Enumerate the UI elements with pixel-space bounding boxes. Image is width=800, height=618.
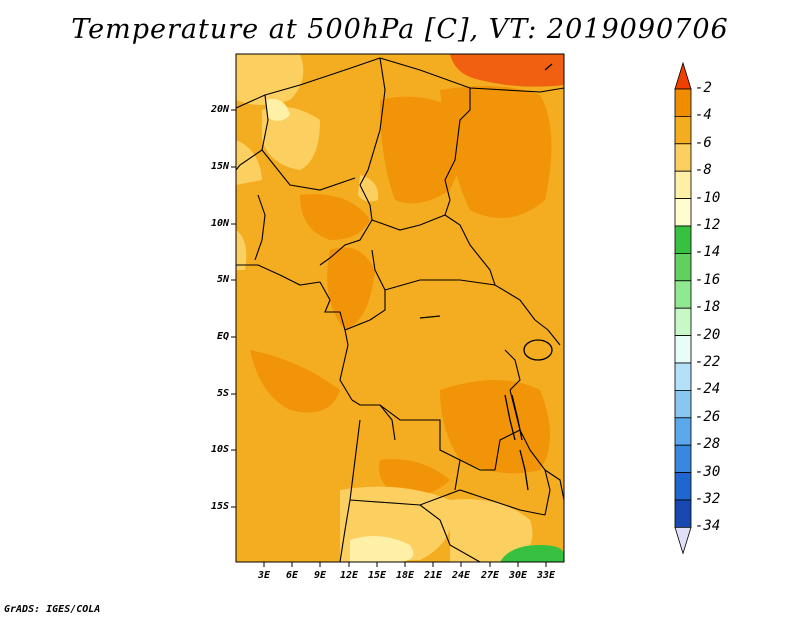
colorbar-segment — [674, 307, 692, 337]
lat-label-20n: 20N — [210, 104, 229, 115]
colorbar-segment — [674, 335, 692, 364]
map-frame — [235, 53, 565, 563]
colorbar-segment — [674, 417, 692, 446]
lat-label-10s: 10S — [210, 444, 229, 455]
colorbar-label: -14 — [695, 244, 721, 261]
colorbar-segment — [674, 143, 692, 172]
colorbar-label: -10 — [695, 189, 721, 206]
lon-label-12e: 12E — [339, 570, 359, 581]
lon-label-21e: 21E — [423, 570, 443, 581]
colorbar-label: -26 — [695, 408, 721, 425]
lat-label-eq: EQ — [216, 331, 229, 342]
lat-label-15s: 15S — [210, 501, 229, 512]
lon-label-30e: 30E — [508, 570, 528, 581]
colorbar-segment — [674, 389, 692, 419]
colorbar-segment — [674, 88, 692, 117]
colorbar-label: -2 — [695, 80, 712, 96]
colorbar-segment — [674, 444, 692, 474]
colorbar-segment — [674, 170, 692, 199]
country-borders — [235, 57, 565, 563]
colorbar-label: -6 — [695, 134, 712, 151]
lon-label-18e: 18E — [395, 570, 415, 581]
lon-ticks — [263, 562, 547, 567]
credit-text: GrADS: IGES/COLA — [4, 604, 101, 615]
chart-title: Temperature at 500hPa [C], VT: 201909070… — [71, 14, 729, 45]
lon-label-27e: 27E — [480, 570, 500, 581]
colorbar-label: -20 — [695, 326, 721, 343]
lat-ticks — [231, 109, 236, 508]
colorbar-label: -28 — [695, 436, 721, 453]
colorbar-segment — [674, 116, 692, 145]
colorbar-label: -18 — [695, 299, 721, 316]
colorbar — [674, 61, 692, 555]
colorbar-segment — [674, 198, 692, 227]
colorbar-bottom-triangle — [674, 527, 692, 555]
colorbar-label: -8 — [695, 162, 712, 179]
lat-label-15n: 15N — [210, 161, 229, 172]
green-patch — [500, 545, 564, 562]
hot-patch — [450, 54, 564, 87]
colorbar-label: -16 — [695, 271, 721, 288]
lat-label-10n: 10N — [210, 218, 229, 229]
colorbar-segment — [674, 499, 692, 528]
colorbar-label: -4 — [695, 107, 712, 124]
colorbar-label: -32 — [695, 491, 721, 507]
lat-label-5s: 5S — [216, 388, 229, 399]
colorbar-label: -30 — [695, 463, 721, 480]
lon-label-33e: 33E — [536, 570, 556, 581]
colorbar-label: -34 — [695, 518, 721, 535]
colorbar-label: -24 — [695, 381, 721, 398]
colorbar-segment — [674, 225, 692, 254]
colorbar-segment — [674, 252, 692, 282]
colorbar-label: -22 — [695, 354, 721, 370]
colorbar-segment — [674, 280, 692, 309]
colorbar-top-triangle — [674, 61, 692, 90]
lon-label-24e: 24E — [451, 570, 471, 581]
lat-label-5n: 5N — [216, 274, 229, 285]
lakes — [419, 63, 553, 491]
lon-label-9e: 9E — [313, 570, 327, 581]
coolest-patches — [265, 99, 414, 562]
lon-label-6e: 6E — [285, 570, 299, 581]
warm-patches — [250, 86, 552, 496]
colorbar-segment — [674, 472, 692, 501]
colorbar-label: -12 — [695, 217, 721, 233]
colorbar-segment — [674, 362, 692, 391]
lon-label-15e: 15E — [367, 570, 387, 581]
lon-label-3e: 3E — [257, 570, 271, 581]
